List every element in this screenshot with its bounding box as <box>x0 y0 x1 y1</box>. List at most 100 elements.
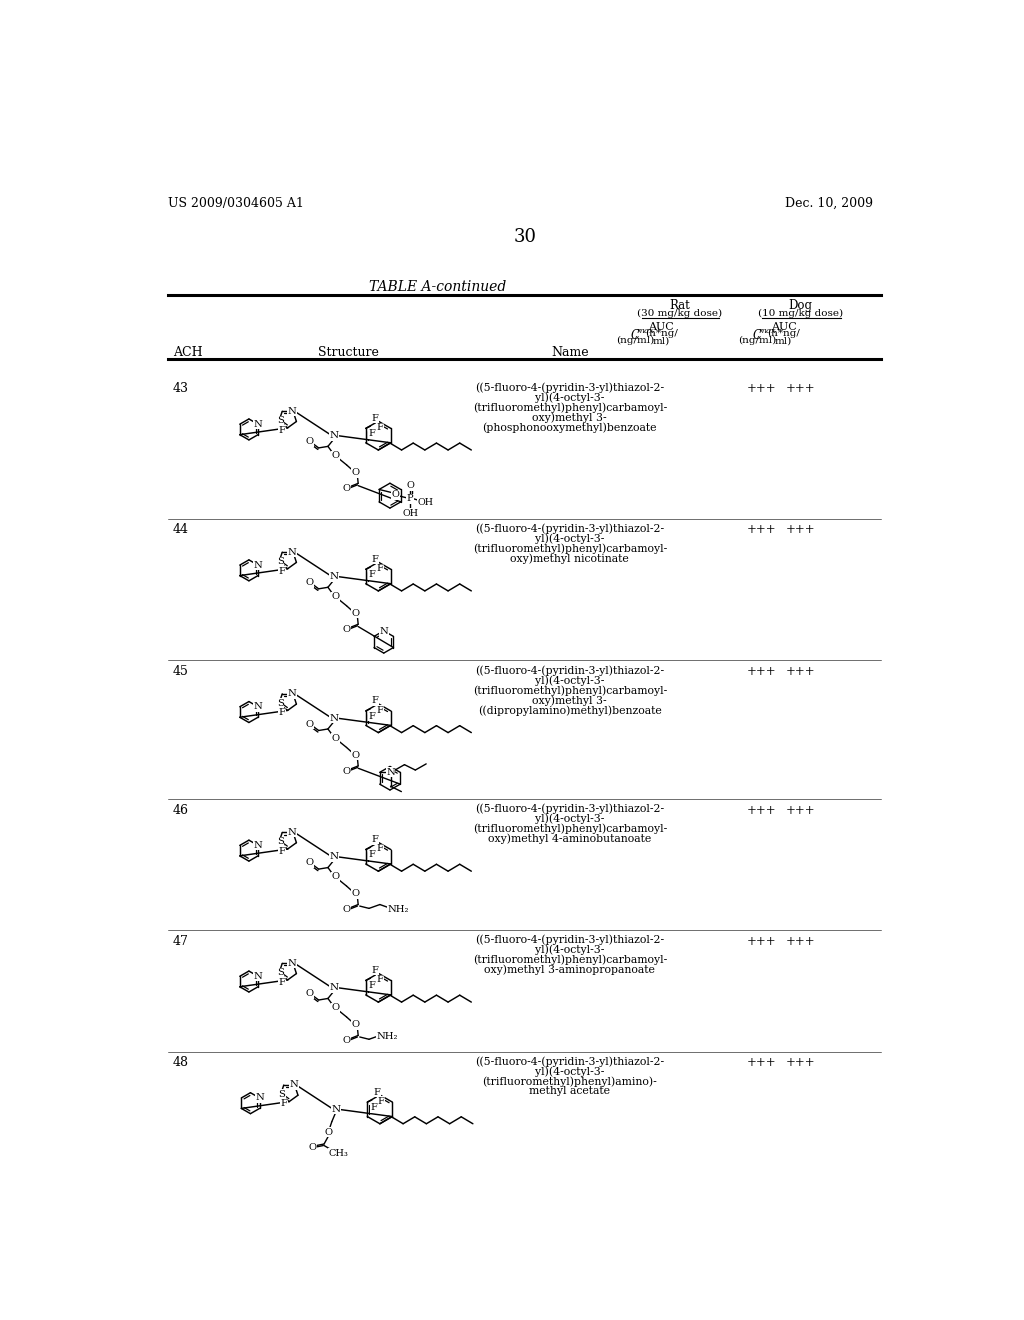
Text: N: N <box>288 828 297 837</box>
Text: F: F <box>373 1088 380 1097</box>
Text: yl)(4-octyl-3-: yl)(4-octyl-3- <box>536 813 604 824</box>
Text: US 2009/0304605 A1: US 2009/0304605 A1 <box>168 197 304 210</box>
Text: ml): ml) <box>775 337 793 346</box>
Text: +++: +++ <box>785 935 815 948</box>
Text: N: N <box>379 627 388 636</box>
Text: O: O <box>342 906 350 915</box>
Text: ((5-fluoro-4-(pyridin-3-yl)thiazol-2-: ((5-fluoro-4-(pyridin-3-yl)thiazol-2- <box>475 383 665 393</box>
Text: yl)(4-octyl-3-: yl)(4-octyl-3- <box>536 392 604 403</box>
Text: +++: +++ <box>785 383 815 396</box>
Text: (trifluoromethyl)phenyl)carbamoyl-: (trifluoromethyl)phenyl)carbamoyl- <box>473 544 667 554</box>
Text: (trifluoromethyl)phenyl)carbamoyl-: (trifluoromethyl)phenyl)carbamoyl- <box>473 403 667 413</box>
Text: F: F <box>279 566 286 576</box>
Text: Name: Name <box>551 346 589 359</box>
Text: C: C <box>630 330 639 342</box>
Text: yl)(4-octyl-3-: yl)(4-octyl-3- <box>536 533 604 544</box>
Text: OH: OH <box>402 508 418 517</box>
Text: (h*ng/: (h*ng/ <box>767 330 800 338</box>
Text: ml): ml) <box>652 337 670 346</box>
Text: yl)(4-octyl-3-: yl)(4-octyl-3- <box>536 945 604 956</box>
Text: O: O <box>332 593 340 601</box>
Text: oxy)methyl nicotinate: oxy)methyl nicotinate <box>510 553 629 564</box>
Text: O: O <box>332 734 340 743</box>
Text: +++: +++ <box>785 1056 815 1069</box>
Text: N: N <box>288 548 297 557</box>
Text: N: N <box>290 1081 298 1089</box>
Text: 30: 30 <box>513 227 537 246</box>
Text: O: O <box>305 719 313 729</box>
Text: Dog: Dog <box>788 300 813 313</box>
Text: ((5-fluoro-4-(pyridin-3-yl)thiazol-2-: ((5-fluoro-4-(pyridin-3-yl)thiazol-2- <box>475 524 665 535</box>
Text: O: O <box>305 858 313 867</box>
Text: yl)(4-octyl-3-: yl)(4-octyl-3- <box>536 1067 604 1077</box>
Text: N: N <box>330 572 339 581</box>
Text: +++: +++ <box>748 524 777 536</box>
Text: F: F <box>281 1100 288 1109</box>
Text: F: F <box>376 706 383 714</box>
Text: F: F <box>279 709 286 717</box>
Text: (ng/ml): (ng/ml) <box>615 337 654 346</box>
Text: O: O <box>308 1143 316 1152</box>
Text: F: F <box>378 1097 385 1106</box>
Text: S: S <box>276 557 284 566</box>
Text: O: O <box>407 480 415 490</box>
Text: F: F <box>370 1104 377 1111</box>
Text: 48: 48 <box>173 1056 189 1069</box>
Text: ACH: ACH <box>173 346 203 359</box>
Text: F: F <box>372 554 379 564</box>
Text: 45: 45 <box>173 665 188 678</box>
Text: +++: +++ <box>748 383 777 396</box>
Text: O: O <box>305 578 313 587</box>
Text: N: N <box>330 853 339 861</box>
Text: N: N <box>330 432 339 440</box>
Text: oxy)methyl 3-: oxy)methyl 3- <box>532 412 607 424</box>
Text: ((5-fluoro-4-(pyridin-3-yl)thiazol-2-: ((5-fluoro-4-(pyridin-3-yl)thiazol-2- <box>475 1056 665 1067</box>
Text: O: O <box>352 890 359 898</box>
Text: (phosphonooxymethyl)benzoate: (phosphonooxymethyl)benzoate <box>482 422 657 433</box>
Text: (10 mg/kg dose): (10 mg/kg dose) <box>758 309 843 318</box>
Text: AUC: AUC <box>648 322 674 333</box>
Text: N: N <box>254 561 262 570</box>
Text: ((5-fluoro-4-(pyridin-3-yl)thiazol-2-: ((5-fluoro-4-(pyridin-3-yl)thiazol-2- <box>475 804 665 814</box>
Text: O: O <box>342 767 350 776</box>
Text: (trifluoromethyl)phenyl)carbamoyl-: (trifluoromethyl)phenyl)carbamoyl- <box>473 685 667 696</box>
Text: O: O <box>305 437 313 446</box>
Text: S: S <box>276 416 284 425</box>
Text: F: F <box>376 564 383 573</box>
Text: F: F <box>279 978 286 987</box>
Text: O: O <box>352 609 359 618</box>
Text: N: N <box>255 1093 264 1102</box>
Text: O: O <box>352 469 359 477</box>
Text: N: N <box>288 958 297 968</box>
Text: F: F <box>279 425 286 434</box>
Text: O: O <box>332 451 340 461</box>
Text: F: F <box>369 981 376 990</box>
Text: OH: OH <box>418 498 433 507</box>
Text: +++: +++ <box>748 935 777 948</box>
Text: S: S <box>276 698 284 708</box>
Text: O: O <box>342 1036 350 1045</box>
Text: N: N <box>386 768 395 777</box>
Text: +++: +++ <box>785 804 815 817</box>
Text: F: F <box>372 836 379 843</box>
Text: (ng/ml): (ng/ml) <box>738 337 776 346</box>
Text: F: F <box>372 966 379 975</box>
Text: S: S <box>276 969 284 977</box>
Text: F: F <box>372 697 379 705</box>
Text: S: S <box>276 837 284 846</box>
Text: max: max <box>759 327 776 335</box>
Text: +++: +++ <box>785 665 815 678</box>
Text: F: F <box>369 570 376 579</box>
Text: F: F <box>376 975 383 985</box>
Text: F: F <box>372 414 379 422</box>
Text: N: N <box>254 420 262 429</box>
Text: 44: 44 <box>173 524 189 536</box>
Text: oxy)methyl 4-aminobutanoate: oxy)methyl 4-aminobutanoate <box>488 834 651 845</box>
Text: O: O <box>391 490 399 499</box>
Text: O: O <box>325 1129 333 1137</box>
Text: +++: +++ <box>748 665 777 678</box>
Text: (trifluoromethyl)phenyl)amino)-: (trifluoromethyl)phenyl)amino)- <box>482 1076 657 1086</box>
Text: N: N <box>330 983 339 993</box>
Text: (trifluoromethyl)phenyl)carbamoyl-: (trifluoromethyl)phenyl)carbamoyl- <box>473 824 667 834</box>
Text: max: max <box>636 327 654 335</box>
